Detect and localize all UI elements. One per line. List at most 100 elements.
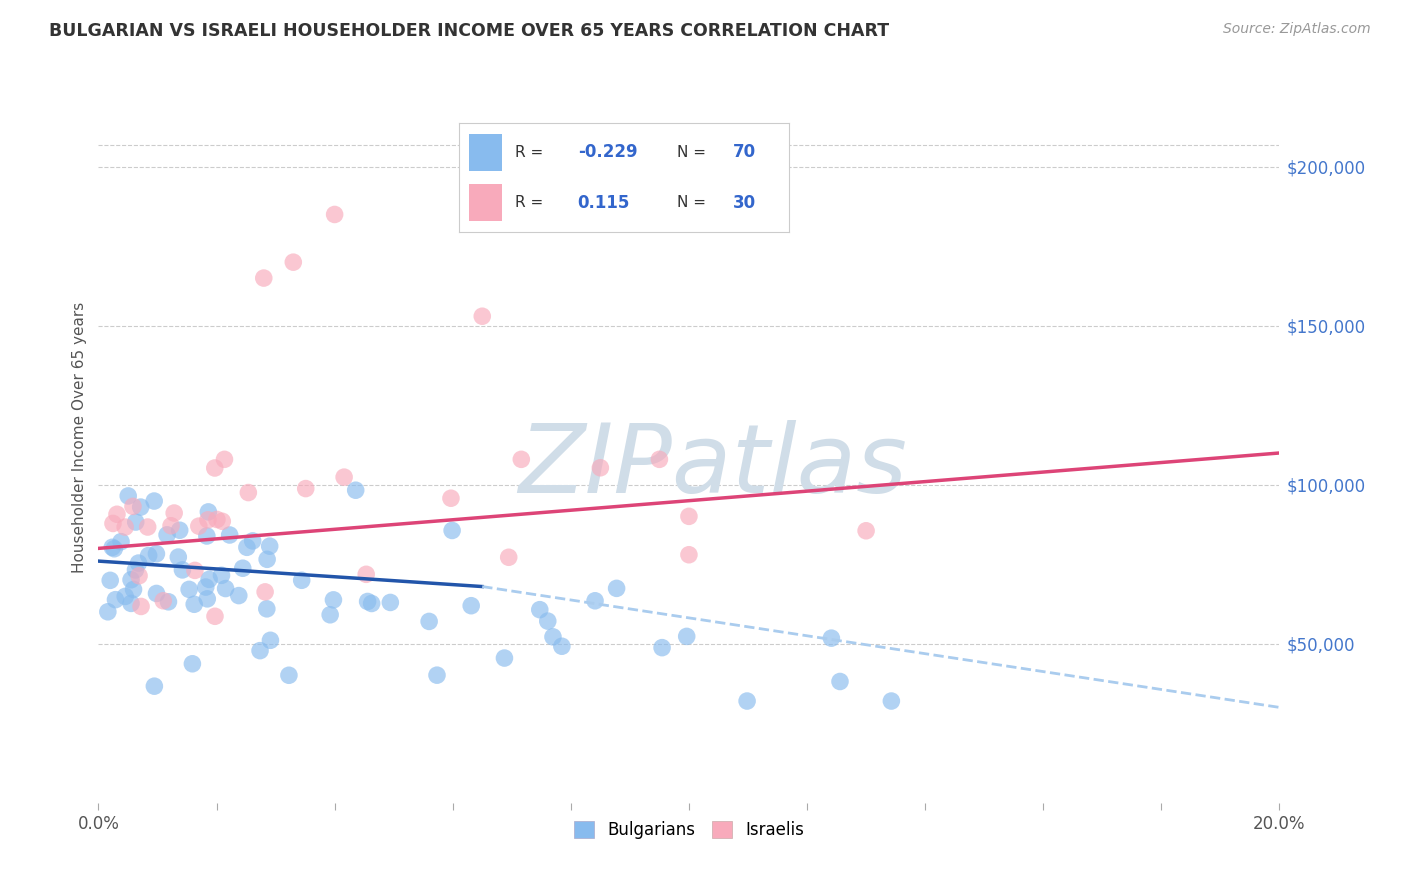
- Point: [183, 597, 205, 611]
- Point: [498, 550, 520, 565]
- Point: [101, 516, 124, 531]
- Point: [105, 508, 128, 522]
- Point: [136, 520, 159, 534]
- Point: [157, 595, 180, 609]
- Point: [283, 255, 305, 269]
- Point: [259, 539, 281, 553]
- Legend: Bulgarians, Israelis: Bulgarians, Israelis: [567, 814, 811, 846]
- Point: [228, 589, 250, 603]
- Point: [143, 494, 166, 508]
- Point: [214, 582, 236, 596]
- Point: [194, 580, 217, 594]
- Point: [537, 614, 560, 628]
- Point: [128, 568, 150, 582]
- Point: [232, 561, 254, 575]
- Text: Source: ZipAtlas.com: Source: ZipAtlas.com: [1223, 22, 1371, 37]
- Point: [249, 643, 271, 657]
- Point: [205, 512, 228, 526]
- Point: [471, 310, 494, 324]
- Point: [322, 592, 344, 607]
- Point: [354, 567, 377, 582]
- Point: [460, 599, 482, 613]
- Point: [256, 552, 278, 566]
- Point: [344, 483, 367, 498]
- Point: [110, 534, 132, 549]
- Point: [254, 585, 277, 599]
- Point: [122, 582, 145, 597]
- Point: [529, 602, 551, 616]
- Text: BULGARIAN VS ISRAELI HOUSEHOLDER INCOME OVER 65 YEARS CORRELATION CHART: BULGARIAN VS ISRAELI HOUSEHOLDER INCOME …: [49, 22, 890, 40]
- Point: [184, 563, 207, 577]
- Point: [651, 640, 673, 655]
- Point: [138, 549, 160, 563]
- Point: [589, 460, 612, 475]
- Point: [735, 694, 758, 708]
- Point: [143, 679, 166, 693]
- Point: [198, 573, 221, 587]
- Point: [120, 596, 142, 610]
- Point: [114, 520, 136, 534]
- Point: [256, 602, 278, 616]
- Point: [169, 523, 191, 537]
- Point: [678, 548, 700, 562]
- Point: [167, 550, 190, 565]
- Point: [820, 631, 842, 645]
- Point: [172, 563, 194, 577]
- Point: [380, 595, 402, 609]
- Point: [160, 518, 183, 533]
- Point: [145, 586, 167, 600]
- Point: [181, 657, 204, 671]
- Point: [323, 207, 346, 221]
- Point: [494, 651, 516, 665]
- Point: [195, 529, 218, 543]
- Point: [259, 633, 281, 648]
- Point: [440, 491, 463, 506]
- Point: [104, 592, 127, 607]
- Point: [441, 524, 464, 538]
- Point: [117, 489, 139, 503]
- Text: ZIPatlas: ZIPatlas: [519, 420, 907, 513]
- Point: [197, 505, 219, 519]
- Point: [356, 594, 378, 608]
- Point: [197, 513, 219, 527]
- Point: [648, 452, 671, 467]
- Point: [675, 629, 697, 643]
- Point: [218, 528, 240, 542]
- Point: [152, 594, 174, 608]
- Point: [291, 574, 314, 588]
- Point: [551, 639, 574, 653]
- Point: [236, 541, 259, 555]
- Point: [855, 524, 877, 538]
- Point: [510, 452, 533, 467]
- Point: [360, 597, 382, 611]
- Point: [294, 482, 316, 496]
- Point: [880, 694, 903, 708]
- Point: [179, 582, 201, 597]
- Point: [211, 514, 233, 528]
- Point: [418, 615, 440, 629]
- Point: [129, 599, 152, 614]
- Point: [214, 452, 236, 467]
- Point: [145, 547, 167, 561]
- Point: [124, 563, 146, 577]
- Point: [114, 590, 136, 604]
- Point: [122, 500, 145, 514]
- Point: [277, 668, 299, 682]
- Point: [541, 630, 564, 644]
- Point: [125, 515, 148, 529]
- Point: [253, 271, 276, 285]
- Y-axis label: Householder Income Over 65 years: Householder Income Over 65 years: [72, 301, 87, 573]
- Point: [103, 541, 125, 556]
- Point: [129, 500, 152, 514]
- Point: [98, 574, 121, 588]
- Point: [97, 605, 120, 619]
- Point: [426, 668, 449, 682]
- Point: [828, 674, 851, 689]
- Point: [333, 470, 356, 484]
- Point: [606, 582, 628, 596]
- Point: [163, 506, 186, 520]
- Point: [238, 485, 260, 500]
- Point: [242, 533, 264, 548]
- Point: [128, 556, 150, 570]
- Point: [195, 591, 218, 606]
